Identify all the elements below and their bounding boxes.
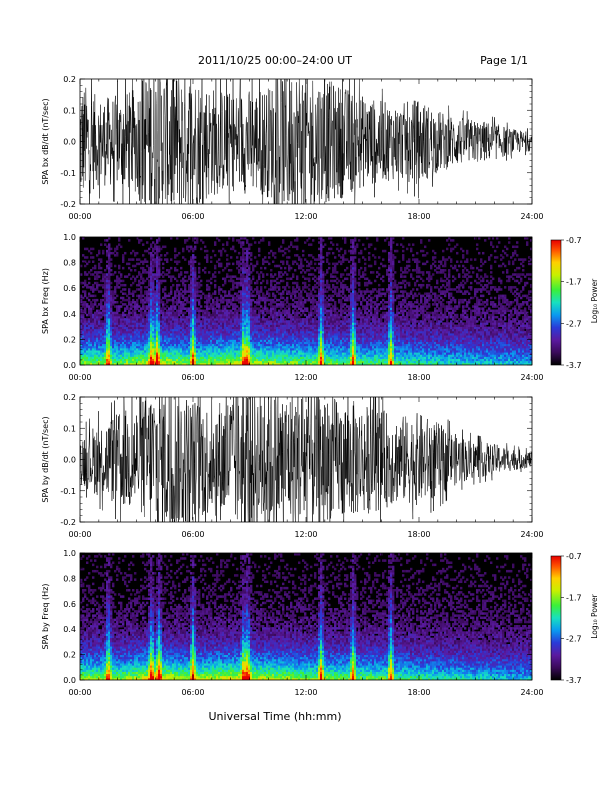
colorbar-tick-label: -0.7 xyxy=(566,552,582,561)
y-axis-label: SPA by Freq (Hz) xyxy=(41,584,50,650)
dbdt-trace-0 xyxy=(80,79,532,204)
x-tick-label: 18:00 xyxy=(407,212,430,221)
x-tick-label: 12:00 xyxy=(294,688,317,697)
colorbar-3 xyxy=(550,555,562,681)
x-tick-label: 00:00 xyxy=(68,373,91,382)
y-tick-label: 0.4 xyxy=(63,310,76,319)
y-axis-label: SPA by dB/dt (nT/sec) xyxy=(41,416,50,502)
y-tick-label: 0.8 xyxy=(63,574,76,583)
figure-title: 2011/10/25 00:00–24:00 UT xyxy=(198,54,352,67)
by-spectrogram-panel: -0.7 -1.7 -2.7 -3.7 Log₁₀ Power 00:00 06:00 12:… xyxy=(41,549,599,697)
x-tick-label: 24:00 xyxy=(520,373,543,382)
x-tick-label: 24:00 xyxy=(520,530,543,539)
colorbar-tick-label: -3.7 xyxy=(566,676,582,685)
bx-spectrogram-panel: -0.7 -1.7 -2.7 -3.7 Log₁₀ Power 00:00 06:00 12:… xyxy=(41,233,599,382)
colorbar-tick-label: -1.7 xyxy=(566,593,582,602)
y-tick-label: 0.0 xyxy=(63,361,76,370)
y-tick-label: 0.0 xyxy=(63,138,76,147)
y-tick-label: 0.0 xyxy=(63,676,76,685)
y-tick-label: 1.0 xyxy=(63,233,76,242)
colorbar-tick-label: -3.7 xyxy=(566,361,582,370)
y-axis-label: SPA bx Freq (Hz) xyxy=(41,268,50,334)
colorbar-label: Log₁₀ Power xyxy=(590,593,599,638)
x-tick-label: 18:00 xyxy=(407,373,430,382)
x-tick-label: 06:00 xyxy=(181,530,204,539)
x-tick-label: 06:00 xyxy=(181,373,204,382)
page-indicator: Page 1/1 xyxy=(480,54,528,67)
y-tick-label: -0.1 xyxy=(60,487,76,496)
y-tick-label: 0.1 xyxy=(63,424,76,433)
bx-dbdt-panel: 00:00 06:00 12:00 18:00 24:00 -0.2 -0.1 0.0 0.1 0… xyxy=(41,75,544,221)
y-axis-label: SPA bx dB/dt (nT/sec) xyxy=(41,98,50,184)
spectrogram-image-3 xyxy=(80,553,532,680)
colorbar-1 xyxy=(550,239,562,366)
y-tick-label: 0.6 xyxy=(63,284,76,293)
dbdt-trace-2 xyxy=(80,397,532,522)
colorbar-tick-label: -2.7 xyxy=(566,319,582,328)
x-tick-label: 06:00 xyxy=(181,688,204,697)
x-axis-title: Universal Time (hh:mm) xyxy=(209,710,342,723)
y-tick-label: 0.6 xyxy=(63,600,76,609)
x-tick-label: 06:00 xyxy=(181,212,204,221)
colorbar-tick-label: -1.7 xyxy=(566,278,582,287)
y-tick-label: -0.2 xyxy=(60,200,76,209)
y-tick-label: -0.2 xyxy=(60,518,76,527)
colorbar-label: Log₁₀ Power xyxy=(590,278,599,323)
x-tick-label: 12:00 xyxy=(294,373,317,382)
x-tick-label: 00:00 xyxy=(68,530,91,539)
spectrogram-image-1 xyxy=(80,237,532,365)
x-tick-label: 24:00 xyxy=(520,688,543,697)
x-tick-label: 00:00 xyxy=(68,212,91,221)
x-tick-label: 24:00 xyxy=(520,212,543,221)
y-tick-label: -0.1 xyxy=(60,169,76,178)
y-tick-label: 0.2 xyxy=(63,335,76,344)
x-tick-label: 12:00 xyxy=(294,530,317,539)
y-tick-label: 0.2 xyxy=(63,75,76,84)
colorbar-tick-label: -2.7 xyxy=(566,635,582,644)
x-tick-label: 00:00 xyxy=(68,688,91,697)
colorbar-tick-label: -0.7 xyxy=(566,236,582,245)
by-dbdt-panel: 00:00 06:00 12:00 18:00 24:00 -0.2 -0.1 0.0 0.1 0… xyxy=(41,393,544,539)
y-tick-label: 0.8 xyxy=(63,259,76,268)
y-tick-label: 0.4 xyxy=(63,625,76,634)
x-tick-label: 12:00 xyxy=(294,212,317,221)
y-tick-label: 1.0 xyxy=(63,549,76,558)
x-tick-label: 18:00 xyxy=(407,530,430,539)
y-tick-label: 0.2 xyxy=(63,393,76,402)
x-tick-label: 18:00 xyxy=(407,688,430,697)
y-tick-label: 0.1 xyxy=(63,106,76,115)
y-tick-label: 0.0 xyxy=(63,456,76,465)
y-tick-label: 0.2 xyxy=(63,651,76,660)
